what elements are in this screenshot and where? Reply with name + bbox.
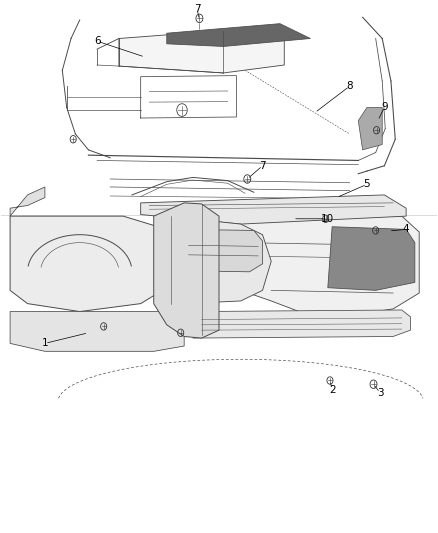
Text: 5: 5 xyxy=(364,179,370,189)
Polygon shape xyxy=(119,30,284,73)
Polygon shape xyxy=(154,203,219,338)
Polygon shape xyxy=(358,108,382,150)
Text: 2: 2 xyxy=(329,384,336,394)
Polygon shape xyxy=(141,195,406,224)
Polygon shape xyxy=(184,229,262,272)
Polygon shape xyxy=(10,187,45,216)
Polygon shape xyxy=(328,227,415,290)
Text: 7: 7 xyxy=(194,4,201,14)
Polygon shape xyxy=(10,312,184,351)
Text: 8: 8 xyxy=(346,81,353,91)
Text: 4: 4 xyxy=(403,224,410,235)
Text: 10: 10 xyxy=(321,214,334,224)
Polygon shape xyxy=(158,216,271,304)
Polygon shape xyxy=(167,23,311,46)
Polygon shape xyxy=(241,216,419,314)
Text: 6: 6 xyxy=(94,36,100,46)
Text: 7: 7 xyxy=(259,161,266,171)
Polygon shape xyxy=(193,310,410,338)
Text: 9: 9 xyxy=(381,102,388,112)
Text: 1: 1 xyxy=(42,338,48,349)
Text: 3: 3 xyxy=(377,387,383,398)
Polygon shape xyxy=(10,216,167,312)
